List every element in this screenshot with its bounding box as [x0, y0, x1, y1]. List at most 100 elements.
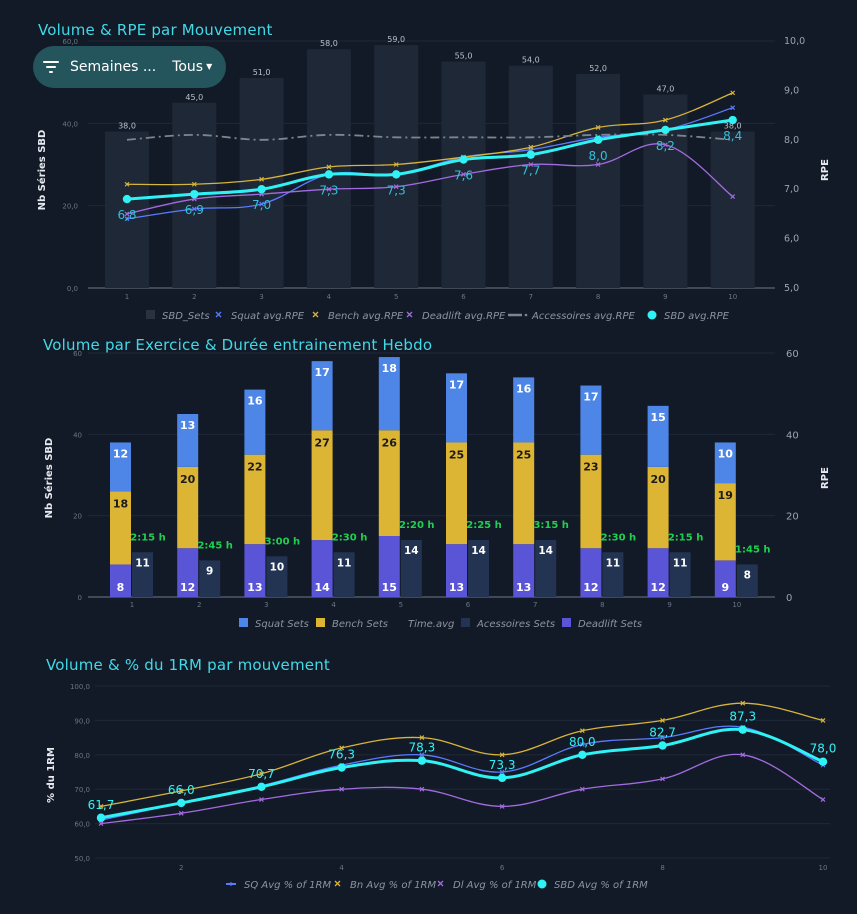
legend-label: Deadlift Sets: [578, 619, 642, 630]
y-tick-right: 8,0: [784, 135, 799, 146]
y-tick-right: 10,0: [784, 36, 805, 47]
data-marker: [259, 176, 265, 182]
data-marker: [528, 162, 534, 167]
week-filter[interactable]: Semaines ... Tous ▼: [33, 46, 226, 88]
data-point: [818, 757, 828, 766]
data-point: [122, 194, 132, 204]
stack-label: 13: [516, 581, 531, 594]
y-tick-left: 0,0: [67, 285, 78, 293]
legend-swatch: [334, 880, 341, 887]
legend-swatch: [312, 311, 319, 318]
y-axis-label-right: RPE: [820, 467, 831, 489]
legend-swatch: [461, 618, 470, 627]
bar-label: 47,0: [656, 85, 674, 94]
x-tick: 2: [192, 293, 196, 301]
stacked-bar-segment: [580, 385, 602, 455]
data-marker: [419, 752, 425, 758]
stacked-bar-segment: [513, 544, 535, 597]
data-label: 8,2: [656, 139, 675, 153]
y-tick-right: 20: [786, 512, 799, 523]
data-marker: [499, 769, 505, 775]
bar-label: 54,0: [522, 56, 540, 65]
filter-dropdown[interactable]: Tous ▼: [172, 59, 212, 75]
chevron-down-icon: ▼: [206, 62, 213, 71]
stack-label: 14: [314, 581, 330, 594]
legend-swatch: [406, 311, 413, 318]
stacked-bar-segment: [378, 430, 400, 536]
stack-label: 25: [516, 448, 531, 461]
stacked-bar-segment: [311, 430, 333, 541]
y-tick-left: 40,0: [62, 120, 78, 128]
stack-label: 15: [650, 411, 665, 424]
x-tick: 5: [394, 293, 398, 301]
stacked-bar-segment: [177, 414, 199, 467]
accessoires-label: 10: [270, 561, 285, 573]
data-marker: [461, 171, 466, 177]
y-tick: 50,0: [74, 855, 90, 863]
stacked-bar-segment: [446, 442, 467, 545]
data-point: [257, 782, 266, 791]
stack-label: 22: [247, 461, 262, 474]
legend-label: Squat avg.RPE: [231, 311, 305, 322]
bar: [374, 45, 419, 288]
data-point: [526, 150, 535, 159]
legend-item: Deadlift Sets: [562, 618, 642, 630]
time-label: 2:15 h: [130, 532, 165, 543]
data-marker: [499, 803, 505, 809]
stack-label: 12: [583, 581, 598, 594]
stacked-bar-segment: [580, 548, 602, 597]
x-tick: 2: [179, 864, 183, 872]
data-marker: [820, 797, 826, 802]
legend-swatch: [562, 618, 571, 627]
stack-label: 19: [718, 489, 733, 502]
stacked-bar-segment: [244, 454, 266, 545]
stack-label: 16: [247, 395, 263, 408]
time-label: 2:20 h: [399, 520, 434, 531]
stacked-bar-segment: [714, 483, 736, 561]
y-tick-right: 40: [786, 430, 799, 441]
series-line: [100, 727, 824, 820]
time-label: 3:00 h: [265, 536, 300, 547]
filter-value: Tous: [172, 59, 204, 75]
legend-item: Bench avg.RPE: [312, 311, 404, 322]
stacked-bar-segment: [311, 361, 333, 431]
data-label: 7,3: [319, 183, 338, 197]
data-marker: [499, 752, 505, 758]
series-line: [100, 725, 824, 821]
data-marker: [579, 742, 585, 747]
legend-item: Accessoires avg.RPE: [508, 311, 636, 322]
data-label: 8,0: [589, 149, 608, 163]
data-label: 61,7: [88, 798, 115, 812]
x-tick: 9: [663, 293, 667, 301]
data-point: [593, 135, 603, 144]
data-point: [578, 750, 587, 759]
data-point: [728, 115, 737, 125]
stack-label: 16: [516, 382, 532, 395]
y-axis-label-right: RPE: [820, 159, 831, 181]
data-marker: [326, 186, 332, 192]
bar-label: 59,0: [387, 35, 405, 44]
legend-label: SQ Avg % of 1RM: [244, 880, 331, 891]
legend-swatch: [647, 310, 657, 320]
accessoires-label: 9: [206, 565, 213, 577]
y-tick-left: 60: [73, 350, 82, 358]
x-tick: 6: [466, 601, 471, 609]
x-tick: 3: [259, 293, 263, 301]
x-tick: 10: [728, 293, 737, 301]
legend-label: Acessoires Sets: [476, 619, 555, 630]
data-label: 7,7: [521, 164, 540, 178]
chart2-title: Volume par Exercice & Durée entrainement…: [43, 336, 433, 354]
bar-label: 58,0: [320, 39, 338, 48]
accessoires-label: 11: [135, 557, 150, 569]
x-tick: 8: [660, 864, 664, 872]
data-marker: [326, 164, 332, 170]
y-axis-label-left: Nb Séries SBD: [36, 130, 48, 211]
data-marker: [124, 211, 130, 217]
stacked-bar-segment: [714, 442, 736, 484]
legend-item: Squat Sets: [239, 618, 309, 630]
stacked-bar-segment: [177, 548, 199, 597]
data-marker: [662, 142, 668, 148]
legend-label: Dl Avg % of 1RM: [453, 880, 537, 891]
data-marker: [393, 184, 399, 190]
